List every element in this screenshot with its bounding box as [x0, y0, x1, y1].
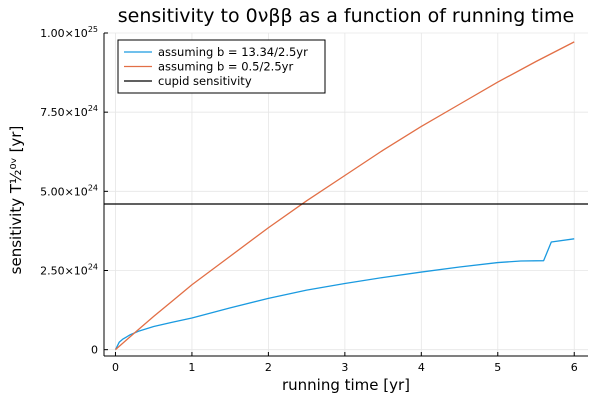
x-tick-label: 5: [494, 361, 501, 374]
chart-title: sensitivity to 0νββ as a function of run…: [118, 5, 574, 27]
y-tick-label: 0: [91, 344, 98, 357]
y-tick-label: 5.00×1024: [40, 183, 98, 198]
x-tick-label: 6: [571, 361, 578, 374]
plot-frame: [103, 33, 588, 357]
x-axis-ticks: 0 1 2 3 4 5 6: [112, 352, 578, 374]
x-tick-label: 3: [341, 361, 348, 374]
series-line-1: [114, 238, 575, 350]
x-axis-label: running time [yr]: [282, 376, 410, 394]
y-tick-label: 7.50×1024: [40, 104, 98, 119]
legend-box: [117, 39, 326, 94]
legend-entry: assuming b = 0.5/2.5yr: [158, 60, 293, 74]
x-tick-label: 1: [188, 361, 195, 374]
y-axis-ticks: 0 2.50×1024 5.00×1024 7.50×1024 1.00×1025: [40, 25, 108, 357]
y-tick-label: 2.50×1024: [40, 263, 98, 278]
legend-entry: cupid sensitivity: [158, 74, 252, 88]
x-tick-label: 0: [112, 361, 119, 374]
series-group: [104, 41, 588, 351]
y-axis-label: sensitivity T½⁰ᵛ [yr]: [7, 126, 25, 275]
series-line-2: [115, 41, 575, 351]
x-tick-label: 4: [418, 361, 425, 374]
y-tick-label: 1.00×1025: [40, 25, 98, 40]
legend-entry: assuming b = 13.34/2.5yr: [158, 45, 308, 59]
x-tick-label: 2: [265, 361, 272, 374]
